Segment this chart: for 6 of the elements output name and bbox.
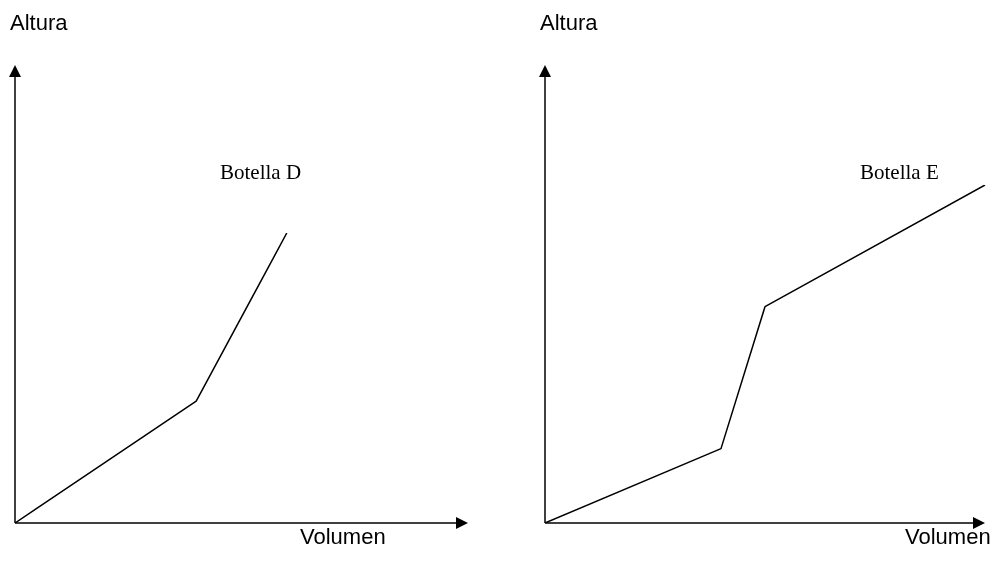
x-axis-title: Volumen (300, 524, 386, 550)
y-axis-title: Altura (10, 10, 68, 36)
chart-title: Botella D (220, 160, 302, 185)
chart-title: Botella E (860, 160, 939, 185)
x-axis-title: Volumen (905, 524, 991, 550)
y-axis-title: Altura (540, 10, 598, 36)
